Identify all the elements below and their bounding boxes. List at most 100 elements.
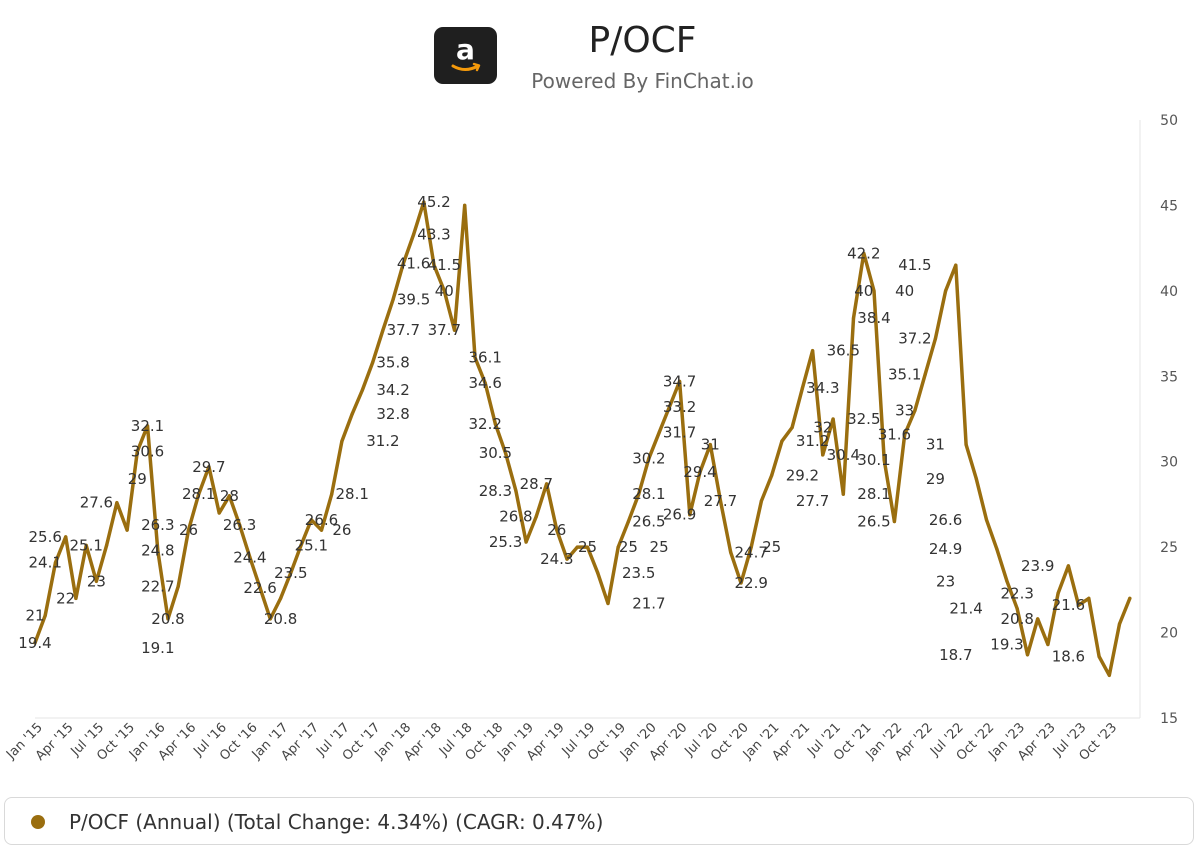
data-label: 45.2 bbox=[417, 193, 450, 211]
y-tick-label: 30 bbox=[1160, 455, 1178, 471]
series-line-pocf bbox=[33, 200, 1132, 678]
data-label: 24.7 bbox=[734, 543, 767, 561]
data-point bbox=[473, 355, 477, 360]
data-point bbox=[135, 449, 139, 454]
amazon-logo-icon: a bbox=[451, 33, 481, 72]
data-label: 22.7 bbox=[141, 577, 174, 595]
data-point bbox=[197, 492, 201, 496]
data-label: 41.6 bbox=[397, 255, 430, 273]
data-point bbox=[626, 519, 631, 524]
data-point bbox=[1097, 654, 1101, 659]
data-label: 25.1 bbox=[295, 536, 328, 554]
data-label: 27.7 bbox=[796, 492, 829, 510]
data-label: 29.7 bbox=[192, 458, 225, 476]
data-point bbox=[524, 540, 528, 544]
data-label: 32.1 bbox=[131, 417, 164, 435]
data-point bbox=[248, 555, 252, 559]
data-label: 26 bbox=[547, 521, 566, 539]
data-point bbox=[1107, 673, 1111, 677]
data-point bbox=[74, 596, 78, 600]
data-labels: 19.4 21 24.1 25.6 22 25.1 23 27.6 32.1 30.6 29 26.3… bbox=[18, 193, 1085, 666]
data-label: 18.6 bbox=[1052, 648, 1085, 666]
amazon-logo: a bbox=[434, 27, 497, 84]
data-label: 25 bbox=[650, 538, 669, 556]
y-tick-label: 50 bbox=[1160, 113, 1178, 129]
data-point bbox=[53, 560, 58, 565]
data-point bbox=[749, 545, 753, 549]
data-label: 31 bbox=[701, 436, 720, 454]
data-point bbox=[872, 289, 876, 293]
data-label: 21 bbox=[25, 607, 44, 625]
data-label: 20.8 bbox=[151, 610, 184, 628]
data-label: 34.3 bbox=[806, 379, 839, 397]
data-label: 43.3 bbox=[417, 226, 450, 244]
data-label: 22.9 bbox=[734, 574, 767, 592]
data-label: 31 bbox=[926, 436, 945, 454]
data-point bbox=[268, 617, 272, 621]
data-point bbox=[1015, 607, 1019, 611]
data-label: 33.2 bbox=[663, 398, 696, 416]
data-label: 21.6 bbox=[1052, 596, 1085, 614]
data-label: 20.8 bbox=[264, 610, 297, 628]
data-point bbox=[371, 361, 375, 365]
data-point bbox=[452, 328, 457, 332]
data-point bbox=[657, 431, 661, 435]
data-label: 26.5 bbox=[857, 513, 890, 531]
data-label: 26 bbox=[179, 521, 198, 539]
data-label: 41.5 bbox=[428, 256, 461, 274]
data-point bbox=[289, 571, 293, 575]
data-point bbox=[463, 203, 467, 207]
data-label: 26.5 bbox=[632, 513, 665, 531]
data-point bbox=[115, 501, 119, 505]
data-point bbox=[984, 518, 989, 522]
data-label: 29 bbox=[926, 470, 945, 488]
data-label: 31.2 bbox=[796, 432, 829, 450]
data-point bbox=[800, 386, 805, 390]
data-label: 34.2 bbox=[376, 381, 409, 399]
data-label: 24.4 bbox=[233, 548, 266, 566]
chart-title: P/OCF bbox=[588, 20, 697, 61]
data-point bbox=[831, 417, 835, 421]
data-label: 28.1 bbox=[857, 485, 890, 503]
data-point bbox=[227, 494, 231, 498]
data-point bbox=[944, 289, 948, 293]
data-point bbox=[739, 581, 743, 585]
data-point bbox=[923, 373, 927, 377]
data-point bbox=[892, 519, 897, 524]
data-point bbox=[401, 261, 405, 266]
y-tick-label: 15 bbox=[1160, 711, 1178, 727]
data-label: 25 bbox=[619, 538, 638, 556]
data-point bbox=[667, 405, 672, 409]
data-label: 29.4 bbox=[683, 463, 716, 481]
data-point bbox=[493, 422, 497, 426]
data-label: 31.2 bbox=[366, 432, 399, 450]
data-point bbox=[504, 451, 508, 455]
data-label: 28.1 bbox=[182, 485, 215, 503]
legend-marker-icon bbox=[31, 815, 45, 829]
data-point bbox=[207, 465, 211, 469]
data-point bbox=[698, 470, 702, 474]
data-point bbox=[637, 492, 641, 496]
data-label: 40 bbox=[854, 282, 873, 300]
data-point bbox=[678, 379, 682, 383]
data-point bbox=[105, 543, 109, 547]
data-label: 29.2 bbox=[786, 466, 819, 484]
data-point bbox=[759, 499, 764, 503]
data-label: 30.2 bbox=[632, 449, 665, 467]
data-label: 36.5 bbox=[827, 342, 860, 360]
data-label: 32.5 bbox=[847, 410, 880, 428]
legend: P/OCF (Annual) (Total Change: 4.34%) (CA… bbox=[4, 797, 1194, 845]
data-point bbox=[330, 492, 334, 496]
data-point bbox=[33, 641, 37, 645]
data-point bbox=[258, 586, 262, 590]
data-point bbox=[176, 584, 180, 588]
data-point bbox=[780, 439, 784, 443]
data-point bbox=[360, 388, 364, 392]
data-label: 31.6 bbox=[878, 425, 911, 443]
data-label: 26.6 bbox=[305, 511, 338, 529]
data-point bbox=[422, 200, 426, 204]
data-point bbox=[821, 453, 825, 457]
data-label: 18.7 bbox=[939, 646, 972, 664]
data-point bbox=[156, 549, 160, 553]
data-label: 27.7 bbox=[704, 492, 737, 510]
